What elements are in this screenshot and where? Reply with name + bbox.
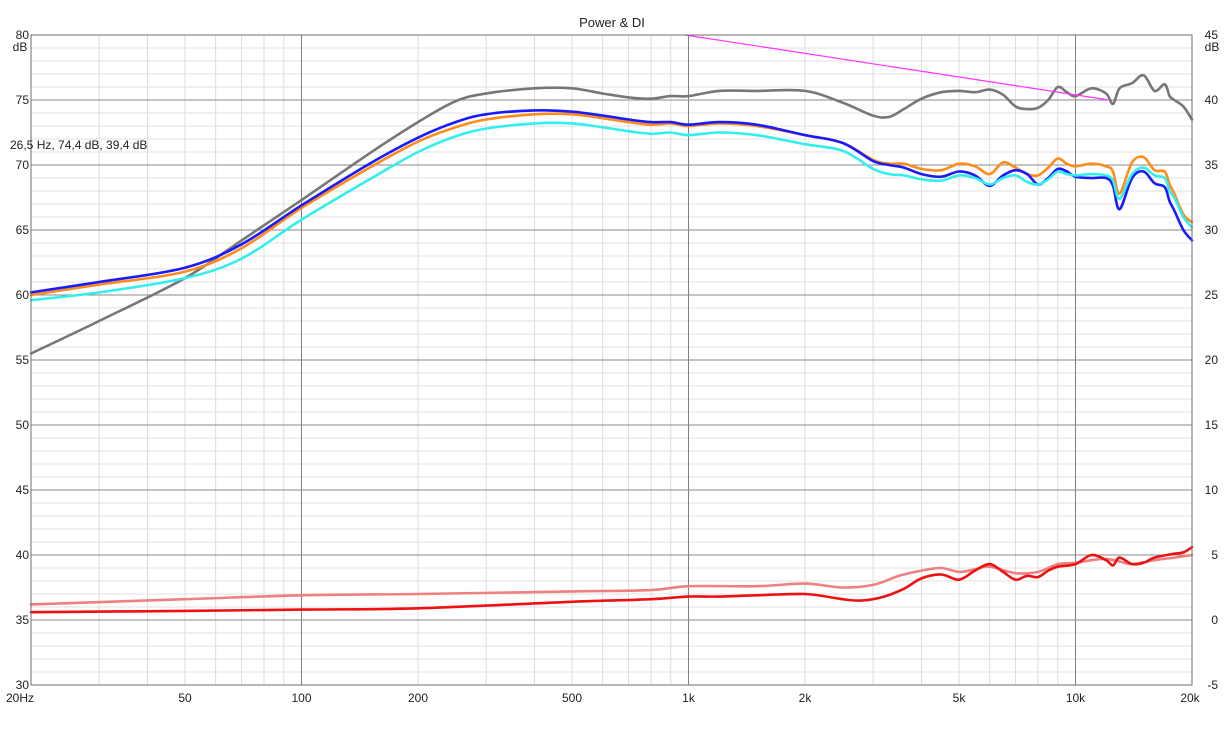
series-line-6 (684, 34, 1110, 101)
y-right-tick-label: 45 (1205, 28, 1219, 42)
y-right-tick-label: 25 (1205, 288, 1219, 302)
right-axis-unit: dB (1205, 40, 1220, 54)
x-tick-label: 5k (953, 691, 967, 705)
series-line-1 (29, 112, 1194, 297)
chart-title: Power & DI (579, 15, 645, 30)
x-tick-label: 20k (1180, 691, 1200, 705)
y-left-tick-label: 45 (16, 483, 30, 497)
y-right-tick-label: 30 (1205, 223, 1219, 237)
x-tick-label: 1k (682, 691, 696, 705)
x-tick-label: 20Hz (6, 691, 34, 705)
y-right-tick-label: 20 (1205, 353, 1219, 367)
x-tick-label: 100 (291, 691, 311, 705)
y-left-tick-label: 30 (16, 678, 30, 692)
y-right-tick-label: 35 (1205, 158, 1219, 172)
series-line-4 (29, 553, 1194, 606)
x-tick-label: 500 (562, 691, 582, 705)
y-left-tick-label: 35 (16, 613, 30, 627)
series-layer (29, 34, 1194, 614)
y-right-tick-label: 15 (1205, 418, 1219, 432)
x-tick-label: 200 (408, 691, 428, 705)
y-left-tick-label: 55 (16, 353, 30, 367)
series-line-0 (29, 73, 1194, 355)
y-left-tick-label: 65 (16, 223, 30, 237)
plot-frame (30, 34, 1193, 686)
y-right-tick-label: 5 (1211, 548, 1218, 562)
left-axis-unit: dB (13, 40, 28, 54)
y-left-tick-label: 50 (16, 418, 30, 432)
series-line-5 (29, 545, 1194, 614)
y-left-tick-labels: 80 75 70 65 60 55 50 45 40 35 30 (16, 28, 30, 692)
x-tick-label: 2k (799, 691, 813, 705)
y-right-tick-label: -5 (1207, 678, 1218, 692)
y-left-tick-label: 75 (16, 93, 30, 107)
y-left-tick-label: 60 (16, 288, 30, 302)
x-tick-labels: 20Hz 50 100 200 500 1k 2k 5k 10k 20k (6, 691, 1201, 705)
y-right-tick-labels: 45 40 35 30 25 20 15 10 5 0 -5 (1205, 28, 1219, 692)
y-right-tick-label: 40 (1205, 93, 1219, 107)
series-line-2 (29, 109, 1194, 294)
x-tick-label: 10k (1066, 691, 1086, 705)
y-right-tick-label: 10 (1205, 483, 1219, 497)
y-left-tick-label: 80 (16, 28, 30, 42)
y-left-tick-label: 40 (16, 548, 30, 562)
series-line-3 (29, 121, 1194, 302)
major-grid (31, 35, 1192, 685)
cursor-readout: 26,5 Hz, 74,4 dB, 39,4 dB (10, 138, 147, 152)
y-right-tick-label: 0 (1211, 613, 1218, 627)
y-left-tick-label: 70 (16, 158, 30, 172)
x-tick-label: 50 (178, 691, 192, 705)
